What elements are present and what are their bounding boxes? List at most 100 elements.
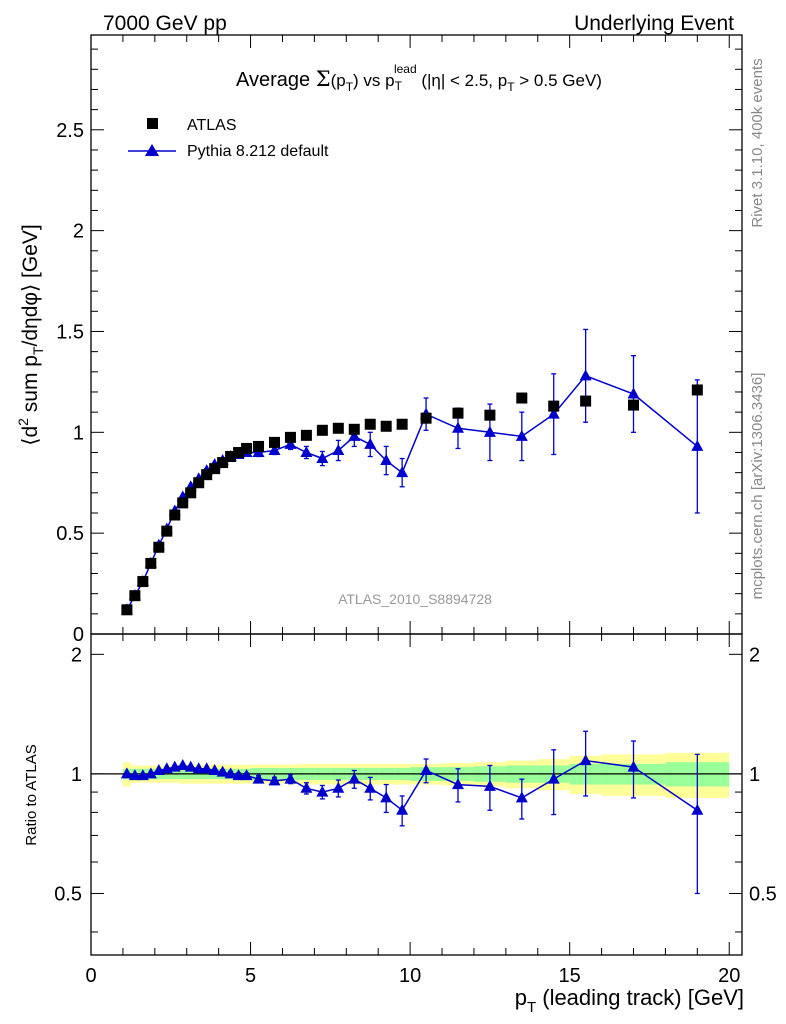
mc-point xyxy=(451,421,464,433)
ratio-y-tick-label-right: 1 xyxy=(749,764,760,786)
mc-point xyxy=(483,425,496,437)
legend-mc-marker xyxy=(145,144,159,156)
mc-point xyxy=(515,429,528,441)
data-point xyxy=(380,420,392,432)
data-point xyxy=(121,604,133,616)
data-point xyxy=(193,477,205,489)
data-point xyxy=(233,446,245,458)
plot-frames xyxy=(90,34,743,956)
rivet-label: Rivet 3.1.10, 400k events xyxy=(749,58,766,227)
mc-point xyxy=(451,778,464,790)
data-point xyxy=(185,487,197,499)
mc-point xyxy=(380,454,393,466)
mc-point xyxy=(579,369,592,381)
mc-point xyxy=(483,779,496,791)
main-y-tick-label: 2.5 xyxy=(56,120,84,142)
mc-point xyxy=(144,767,157,779)
ratio-y-tick-label: 0.5 xyxy=(54,883,82,905)
ratio-y-tick-label-right: 0.5 xyxy=(749,883,777,905)
data-point xyxy=(580,395,592,407)
data-point xyxy=(452,407,464,419)
mc-point xyxy=(316,452,329,464)
main-y-tick-label: 0.5 xyxy=(56,523,84,545)
axis-ticks: 0 5 10 15 20 0.5 1 1.5 2 2.5 0 0.5 0.5 1 1 2 2 xyxy=(54,35,777,987)
legend-atlas-marker xyxy=(147,118,158,129)
main-y-tick-label: 1 xyxy=(73,422,84,444)
header-right: Underlying Event xyxy=(574,12,734,35)
legend-atlas-label: ATLAS xyxy=(187,117,237,134)
analysis-watermark: ATLAS_2010_S8894728 xyxy=(338,591,492,607)
data-point xyxy=(348,423,360,435)
mcplots-label: mcplots.cern.ch [arXiv:1306.3436] xyxy=(749,373,766,600)
mc-point xyxy=(192,762,205,774)
data-point xyxy=(145,557,157,569)
data-point xyxy=(516,392,528,404)
mc-point xyxy=(232,769,245,781)
mc-point xyxy=(200,762,213,774)
mc-point xyxy=(252,772,265,784)
ratio-mc-series xyxy=(120,730,704,895)
mc-point xyxy=(627,387,640,399)
mc-point xyxy=(332,443,345,455)
data-point xyxy=(691,384,703,396)
mc-point xyxy=(120,767,133,779)
xlabel: pT (leading track) [GeV] xyxy=(515,985,744,1016)
mc-point xyxy=(348,429,361,441)
data-point xyxy=(177,497,189,509)
mc-point xyxy=(380,791,393,803)
mc-point xyxy=(316,785,329,797)
data-point xyxy=(332,422,344,434)
data-point xyxy=(628,399,639,411)
mc-point xyxy=(184,760,197,772)
data-point xyxy=(268,436,280,448)
mc-point xyxy=(627,760,640,772)
mc-point xyxy=(332,781,345,793)
x-tick-label: 20 xyxy=(718,965,740,987)
legend-mc-label: Pythia 8.212 default xyxy=(187,143,329,160)
data-point xyxy=(364,418,376,430)
ratio-frame xyxy=(90,633,743,956)
mc-point xyxy=(364,781,377,793)
data-point xyxy=(201,469,213,481)
data-point xyxy=(161,525,173,537)
mc-point xyxy=(268,774,281,786)
mc-point xyxy=(396,803,409,815)
data-point xyxy=(153,541,165,553)
mc-point xyxy=(420,763,433,775)
ratio-y-tick-label: 1 xyxy=(71,764,82,786)
data-point xyxy=(217,457,229,469)
mc-point xyxy=(515,791,528,803)
mc-point xyxy=(579,754,592,766)
data-point xyxy=(548,400,560,412)
mc-point xyxy=(224,767,237,779)
mc-point xyxy=(284,772,297,784)
data-point xyxy=(209,463,221,475)
data-point xyxy=(300,429,312,441)
mc-point xyxy=(547,407,560,419)
mc-point xyxy=(300,781,313,793)
x-tick-label: 10 xyxy=(399,965,421,987)
header-left: 7000 GeV pp xyxy=(103,12,227,35)
main-y-tick-label-zero: 0 xyxy=(73,624,84,646)
data-point xyxy=(484,409,496,421)
main-ylabel: ⟨d2 sum pT/dηdφ⟩ [GeV] xyxy=(15,224,46,445)
data-point xyxy=(396,418,408,430)
mc-point xyxy=(364,437,377,449)
data-point xyxy=(284,431,296,443)
mc-point xyxy=(176,758,189,770)
ratio-ylabel: Ratio to ATLAS xyxy=(23,744,40,845)
data-point xyxy=(137,576,149,588)
mc-point xyxy=(216,765,229,777)
main-data-series xyxy=(121,384,703,616)
mc-point xyxy=(691,439,704,451)
data-point xyxy=(225,451,237,463)
ratio-y-tick-label: 2 xyxy=(71,644,82,666)
mc-line xyxy=(126,374,698,611)
main-title: Average Σ(pT) vs pTlead (|η| < 2.5, pT >… xyxy=(236,62,602,94)
data-point xyxy=(316,424,328,436)
mc-point xyxy=(547,772,560,784)
main-y-tick-label: 2 xyxy=(73,221,84,243)
x-tick-label: 15 xyxy=(559,965,581,987)
mc-point xyxy=(300,445,313,457)
